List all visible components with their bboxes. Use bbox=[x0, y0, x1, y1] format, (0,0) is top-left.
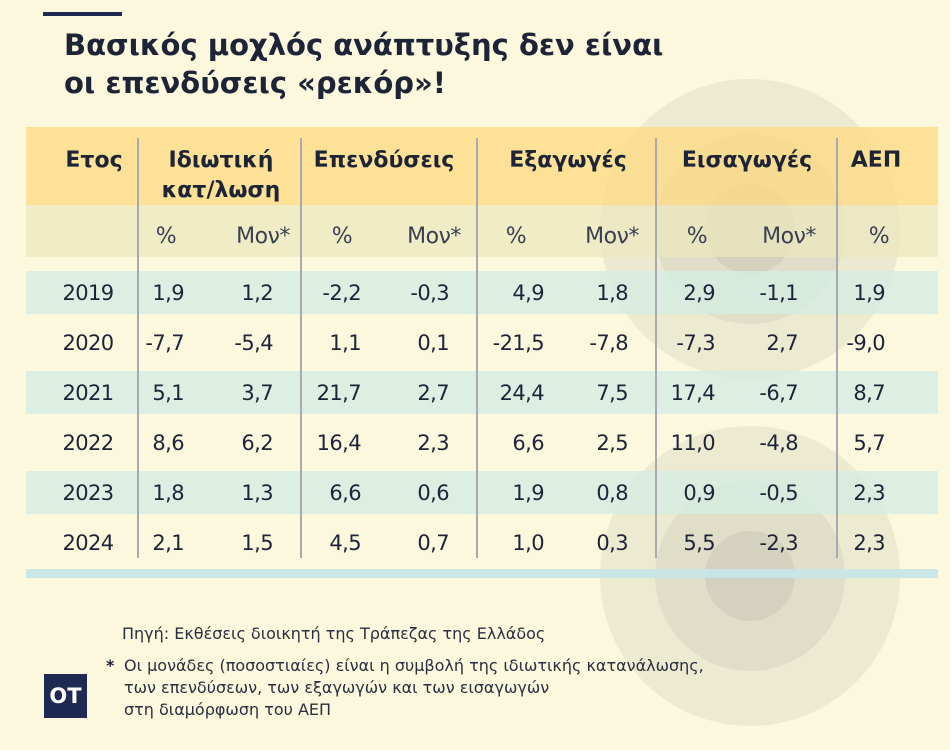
table-cell-imp-mon: 2,7 bbox=[766, 331, 798, 355]
table-cell-imp-mon: -4,8 bbox=[759, 431, 798, 455]
title-line-2: οι επενδύσεις «ρεκόρ»! bbox=[64, 66, 446, 100]
table-cell-exp-mon: -7,8 bbox=[589, 331, 628, 355]
brand-logo: OT bbox=[44, 674, 87, 718]
column-divider bbox=[655, 138, 657, 558]
table-cell-year: 2021 bbox=[62, 381, 114, 405]
table-cell-inv-pct: 6,6 bbox=[329, 481, 361, 505]
row-stripe bbox=[26, 371, 938, 414]
table-cell-cons-mon: 1,5 bbox=[241, 531, 273, 555]
row-stripe bbox=[26, 471, 938, 514]
header-consumption: Ιδιωτική κατ/λωση bbox=[162, 146, 281, 206]
unit-imp-pct: % bbox=[686, 224, 708, 249]
row-stripe bbox=[26, 271, 938, 314]
header-gdp: ΑΕΠ bbox=[850, 148, 902, 173]
footnote-marker: * bbox=[106, 656, 115, 675]
table-cell-cons-pct: 8,6 bbox=[152, 431, 184, 455]
table-cell-imp-pct: 0,9 bbox=[683, 481, 715, 505]
table-cell-cons-mon: 3,7 bbox=[241, 381, 273, 405]
table-cell-cons-pct: 2,1 bbox=[152, 531, 184, 555]
table-cell-year: 2019 bbox=[62, 281, 114, 305]
table-cell-cons-pct: 5,1 bbox=[152, 381, 184, 405]
footnote-line-2: των επενδύσεων, των εξαγωγών και των εισ… bbox=[124, 678, 550, 697]
table-cell-cons-pct: -7,7 bbox=[145, 331, 184, 355]
table-cell-inv-pct: 4,5 bbox=[329, 531, 361, 555]
unit-cons-pct: % bbox=[155, 224, 177, 249]
table-cell-year: 2020 bbox=[62, 331, 114, 355]
header-year: Ετος bbox=[65, 148, 123, 173]
unit-inv-pct: % bbox=[331, 224, 353, 249]
table-cell-inv-pct: -2,2 bbox=[322, 281, 361, 305]
footnote-line-3: στη διαμόρφωση του ΑΕΠ bbox=[124, 700, 332, 719]
table-cell-inv-mon: 0,1 bbox=[417, 331, 449, 355]
table-cell-exp-mon: 7,5 bbox=[596, 381, 628, 405]
unit-inv-mon: Μον* bbox=[407, 224, 461, 249]
table-cell-cons-mon: 1,2 bbox=[241, 281, 273, 305]
table-cell-imp-mon: -6,7 bbox=[759, 381, 798, 405]
table-cell-exp-mon: 1,8 bbox=[596, 281, 628, 305]
table-cell-exp-pct: 1,0 bbox=[512, 531, 544, 555]
table-cell-exp-pct: -21,5 bbox=[492, 331, 545, 355]
source-note: Πηγή: Εκθέσεις διοικητή της Τράπεζας της… bbox=[122, 624, 546, 643]
table-cell-inv-mon: 2,3 bbox=[417, 431, 449, 455]
table-cell-inv-pct: 21,7 bbox=[316, 381, 362, 405]
unit-cons-mon: Μον* bbox=[236, 224, 290, 249]
header-consumption-line-1: Ιδιωτική bbox=[168, 148, 274, 173]
table-cell-gdp: 1,9 bbox=[853, 281, 885, 305]
page-title: Βασικός μοχλός ανάπτυξης δεν είναι οι επ… bbox=[64, 26, 824, 102]
title-line-1: Βασικός μοχλός ανάπτυξης δεν είναι bbox=[64, 28, 664, 62]
header-investment: Επενδύσεις bbox=[313, 148, 455, 173]
table-cell-exp-pct: 24,4 bbox=[499, 381, 545, 405]
table-cell-gdp: 8,7 bbox=[853, 381, 885, 405]
unit-exp-pct: % bbox=[505, 224, 527, 249]
table-cell-cons-pct: 1,9 bbox=[152, 281, 184, 305]
footnote-line-1: Οι μονάδες (ποσοστιαίες) είναι η συμβολή… bbox=[124, 656, 704, 675]
units-band bbox=[26, 205, 938, 257]
column-divider bbox=[836, 138, 838, 558]
table-cell-gdp: 2,3 bbox=[853, 481, 885, 505]
table-cell-gdp: 5,7 bbox=[853, 431, 885, 455]
table-cell-year: 2022 bbox=[62, 431, 114, 455]
table-cell-exp-pct: 1,9 bbox=[512, 481, 544, 505]
table-cell-imp-pct: 17,4 bbox=[670, 381, 716, 405]
header-band bbox=[26, 127, 938, 205]
table-cell-exp-mon: 2,5 bbox=[596, 431, 628, 455]
column-divider bbox=[137, 138, 139, 558]
table-cell-inv-mon: 0,7 bbox=[417, 531, 449, 555]
table-cell-inv-pct: 1,1 bbox=[329, 331, 361, 355]
table-cell-imp-mon: -0,5 bbox=[759, 481, 798, 505]
column-divider bbox=[476, 138, 478, 558]
table-cell-imp-pct: 2,9 bbox=[683, 281, 715, 305]
table-cell-cons-pct: 1,8 bbox=[152, 481, 184, 505]
table-bottom-band bbox=[26, 569, 938, 578]
table-cell-inv-mon: -0,3 bbox=[410, 281, 449, 305]
table-cell-gdp: -9,0 bbox=[846, 331, 885, 355]
table-cell-imp-pct: 11,0 bbox=[670, 431, 716, 455]
table-cell-inv-mon: 2,7 bbox=[417, 381, 449, 405]
table-cell-cons-mon: -5,4 bbox=[234, 331, 273, 355]
table-cell-cons-mon: 1,3 bbox=[241, 481, 273, 505]
table-cell-year: 2023 bbox=[62, 481, 114, 505]
table-cell-year: 2024 bbox=[62, 531, 114, 555]
table-cell-imp-pct: -7,3 bbox=[676, 331, 715, 355]
accent-bar bbox=[43, 12, 122, 16]
header-exports: Εξαγωγές bbox=[509, 148, 627, 173]
unit-imp-mon: Μον* bbox=[762, 224, 816, 249]
table-cell-exp-pct: 4,9 bbox=[512, 281, 544, 305]
table-cell-gdp: 2,3 bbox=[853, 531, 885, 555]
table-cell-inv-pct: 16,4 bbox=[316, 431, 362, 455]
unit-exp-mon: Μον* bbox=[585, 224, 639, 249]
footnote: Οι μονάδες (ποσοστιαίες) είναι η συμβολή… bbox=[124, 655, 704, 721]
column-divider bbox=[300, 138, 302, 558]
table-cell-cons-mon: 6,2 bbox=[241, 431, 273, 455]
table-cell-imp-mon: -2,3 bbox=[759, 531, 798, 555]
table-cell-imp-pct: 5,5 bbox=[683, 531, 715, 555]
header-consumption-line-2: κατ/λωση bbox=[161, 178, 281, 203]
table-cell-inv-mon: 0,6 bbox=[417, 481, 449, 505]
table-cell-exp-mon: 0,8 bbox=[596, 481, 628, 505]
header-imports: Εισαγωγές bbox=[681, 148, 813, 173]
table-cell-imp-mon: -1,1 bbox=[759, 281, 798, 305]
table-cell-exp-mon: 0,3 bbox=[596, 531, 628, 555]
unit-gdp-pct: % bbox=[868, 224, 890, 249]
table-cell-exp-pct: 6,6 bbox=[512, 431, 544, 455]
